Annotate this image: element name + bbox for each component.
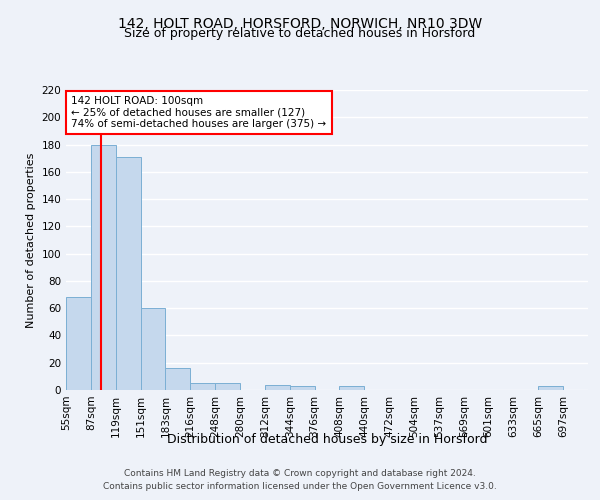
Y-axis label: Number of detached properties: Number of detached properties xyxy=(26,152,36,328)
Text: 142 HOLT ROAD: 100sqm
← 25% of detached houses are smaller (127)
74% of semi-det: 142 HOLT ROAD: 100sqm ← 25% of detached … xyxy=(71,96,326,129)
Bar xyxy=(140,308,166,390)
Bar xyxy=(91,144,116,390)
Text: Contains HM Land Registry data © Crown copyright and database right 2024.: Contains HM Land Registry data © Crown c… xyxy=(124,468,476,477)
Bar xyxy=(290,386,314,390)
Text: Contains public sector information licensed under the Open Government Licence v3: Contains public sector information licen… xyxy=(103,482,497,491)
Bar xyxy=(340,386,364,390)
Bar xyxy=(116,157,140,390)
Text: Size of property relative to detached houses in Horsford: Size of property relative to detached ho… xyxy=(124,28,476,40)
Bar xyxy=(190,383,215,390)
Text: 142, HOLT ROAD, HORSFORD, NORWICH, NR10 3DW: 142, HOLT ROAD, HORSFORD, NORWICH, NR10 … xyxy=(118,18,482,32)
Bar xyxy=(66,298,91,390)
Text: Distribution of detached houses by size in Horsford: Distribution of detached houses by size … xyxy=(167,432,487,446)
Bar xyxy=(166,368,190,390)
Bar xyxy=(215,383,240,390)
Bar xyxy=(538,386,563,390)
Bar xyxy=(265,384,290,390)
